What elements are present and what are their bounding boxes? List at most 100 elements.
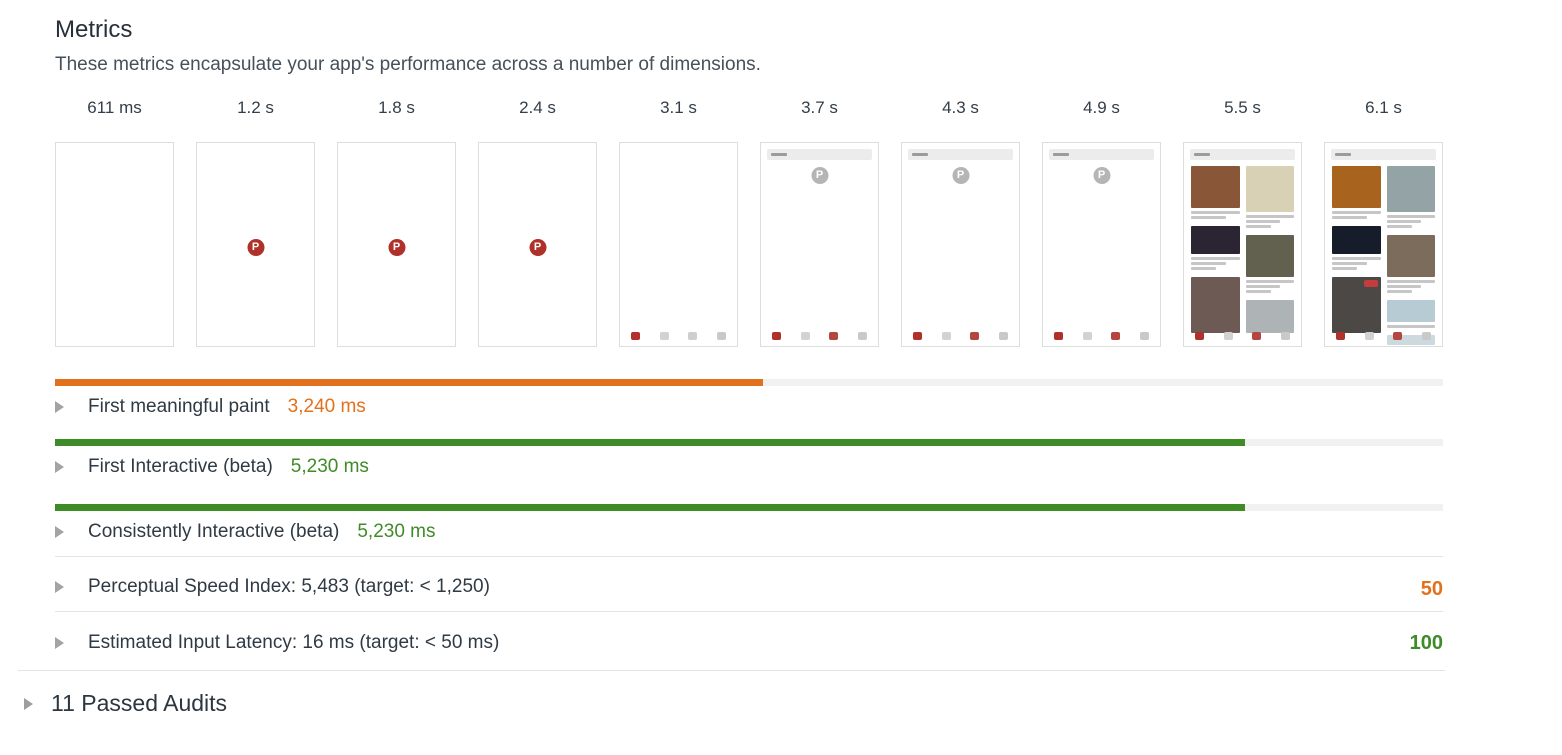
bottom-nav [913, 332, 1008, 340]
expand-caret-icon[interactable] [55, 526, 64, 538]
metric-bar-track [55, 379, 1443, 386]
pin-caption-line [1191, 216, 1226, 219]
divider [18, 670, 1445, 671]
page-title: Metrics [55, 16, 133, 43]
pin-grid [1332, 166, 1435, 346]
pin-caption-line [1332, 211, 1381, 214]
pinterest-logo-icon: P [388, 239, 405, 256]
home-icon [772, 332, 781, 340]
pin-icon [1252, 332, 1262, 340]
metric-row-first-meaningful-paint[interactable]: First meaningful paint 3,240 ms [55, 392, 1443, 422]
frame-time-label: 3.1 s [660, 98, 697, 117]
pin-tile-image [1386, 335, 1435, 345]
pinterest-logo-icon: P [1093, 167, 1110, 184]
search-bar [1331, 149, 1436, 160]
metric-bar-fill [55, 504, 1245, 511]
bottom-nav [1054, 332, 1149, 340]
metric-row-first-interactive[interactable]: First Interactive (beta) 5,230 ms [55, 452, 1443, 482]
pin-caption-line [1386, 225, 1412, 228]
shuffle-icon [1223, 332, 1233, 340]
frame-time-label: 1.2 s [237, 98, 274, 117]
filmstrip-frame: P [337, 142, 456, 347]
metric-bar-track [55, 439, 1443, 446]
profile-icon [1139, 332, 1149, 340]
filmstrip-frame: P [1042, 142, 1161, 347]
pin-tile-image [1332, 277, 1381, 333]
pin-tile-image [1191, 166, 1240, 208]
pin-caption-line [1245, 285, 1281, 288]
frame-time-label: 4.9 s [1083, 98, 1120, 117]
expand-caret-icon[interactable] [55, 581, 64, 593]
filmstrip: P P P P P P [55, 142, 1443, 347]
save-badge [1363, 280, 1378, 287]
pin-icon [1393, 332, 1403, 340]
metric-score: 50 [1420, 578, 1443, 600]
metric-row-consistently-interactive[interactable]: Consistently Interactive (beta) 5,230 ms [55, 517, 1443, 547]
pin-caption-line [1245, 215, 1294, 218]
home-icon [1054, 332, 1063, 340]
metric-label: Perceptual Speed Index: 5,483 (target: <… [88, 576, 490, 597]
bottom-nav [1195, 332, 1290, 340]
pin-caption-line [1191, 262, 1226, 265]
pin-tile-image [1332, 226, 1381, 254]
filmstrip-frame [55, 142, 174, 347]
pin-caption-line [1386, 290, 1412, 293]
divider [55, 611, 1443, 612]
shuffle-icon [1082, 332, 1092, 340]
pin-icon [1111, 332, 1121, 340]
pin-caption-line [1191, 257, 1240, 260]
heart-icon [688, 332, 698, 340]
metric-value: 5,230 ms [357, 521, 436, 542]
pin-caption-line [1245, 220, 1281, 223]
frame-time-label: 5.5 s [1224, 98, 1261, 117]
pin-icon [970, 332, 980, 340]
passed-audits-header[interactable]: 11 Passed Audits [24, 690, 227, 717]
metric-row-perceptual-speed-index[interactable]: Perceptual Speed Index: 5,483 (target: <… [55, 572, 1443, 602]
metric-bar-fill [55, 439, 1245, 446]
expand-caret-icon[interactable] [24, 697, 33, 710]
filmstrip-frame [1324, 142, 1443, 347]
section-subtitle: These metrics encapsulate your app's per… [55, 54, 761, 75]
metric-bar-track [55, 504, 1443, 511]
pin-caption-line [1386, 280, 1435, 283]
home-icon [631, 332, 640, 340]
shuffle-icon [1364, 332, 1374, 340]
shuffle-icon [659, 332, 669, 340]
bottom-nav [772, 332, 867, 340]
metric-value: 5,230 ms [290, 456, 369, 477]
pin-tile-image [1386, 300, 1435, 322]
home-icon [1336, 332, 1345, 340]
search-bar [1190, 149, 1295, 160]
home-icon [913, 332, 922, 340]
pin-caption-line [1245, 290, 1271, 293]
frame-time-label: 1.8 s [378, 98, 415, 117]
frame-time-label: 611 ms [87, 98, 142, 117]
expand-caret-icon[interactable] [55, 461, 64, 473]
pinterest-logo-icon: P [529, 239, 546, 256]
frame-time-label: 4.3 s [942, 98, 979, 117]
pin-caption-line [1332, 216, 1367, 219]
expand-caret-icon[interactable] [55, 401, 64, 413]
pinterest-logo-icon: P [247, 239, 264, 256]
bottom-nav [631, 332, 726, 340]
shuffle-icon [800, 332, 810, 340]
pin-tile-image [1245, 235, 1294, 277]
expand-caret-icon[interactable] [55, 637, 64, 649]
pin-tile-image [1191, 277, 1240, 333]
pin-caption-line [1332, 262, 1367, 265]
home-icon [1195, 332, 1204, 340]
pin-tile-image [1332, 166, 1381, 208]
metric-label: Consistently Interactive (beta) [88, 521, 340, 542]
search-bar [908, 149, 1013, 160]
profile-icon [998, 332, 1008, 340]
metric-value: 3,240 ms [287, 396, 366, 417]
filmstrip-time-labels: 611 ms 1.2 s 1.8 s 2.4 s 3.1 s 3.7 s 4.3… [55, 98, 1443, 118]
pinterest-logo-icon: P [952, 167, 969, 184]
pinterest-logo-icon: P [811, 167, 828, 184]
divider [55, 556, 1443, 557]
bottom-nav [1336, 332, 1431, 340]
pin-icon [829, 332, 839, 340]
metric-label: First meaningful paint [88, 396, 270, 417]
pin-caption-line [1386, 220, 1422, 223]
metric-row-estimated-input-latency[interactable]: Estimated Input Latency: 16 ms (target: … [55, 628, 1443, 658]
